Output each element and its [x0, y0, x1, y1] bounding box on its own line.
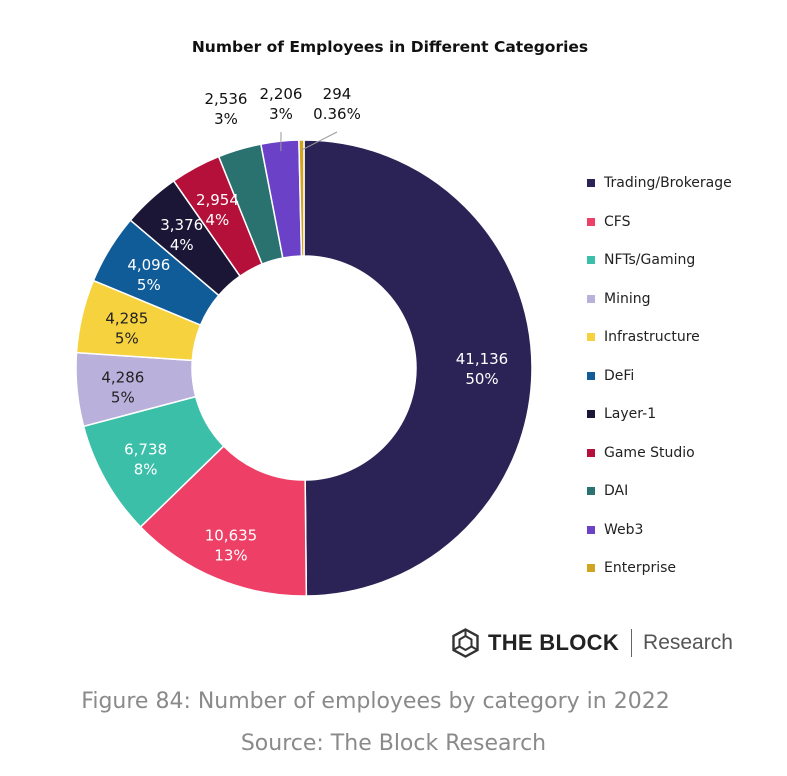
donut-chart: Number of Employees in Different Categor…	[75, 38, 588, 597]
slice-value-label: 4,096	[127, 256, 170, 274]
legend-label: Infrastructure	[604, 329, 700, 346]
slice-value-label: 2,536	[205, 90, 248, 108]
legend-item: Layer-1	[587, 395, 732, 434]
slice-label: 2,954 4%	[196, 191, 239, 229]
slice-percent-label: 0.36%	[313, 105, 361, 123]
chart-title: Number of Employees in Different Categor…	[192, 38, 588, 56]
slice-value-label: 41,136	[456, 350, 509, 368]
legend-label: DAI	[604, 483, 629, 500]
slice-value-label: 4,285	[105, 309, 148, 327]
slice-label: 4,096 5%	[127, 256, 170, 294]
legend-item: DAI	[587, 472, 732, 511]
legend-label: NFTs/Gaming	[604, 252, 696, 269]
slice-label: 294 0.36%	[313, 85, 361, 123]
brand-name: THE BLOCK	[488, 630, 620, 655]
slice-percent-label: 3%	[269, 105, 293, 123]
legend-label: Trading/Brokerage	[604, 175, 732, 192]
slice-label: 4,285 5%	[105, 309, 148, 347]
slice-percent-label: 4%	[206, 211, 230, 229]
source-caption: Source: The Block Research	[240, 731, 547, 756]
slice-percent-label: 13%	[214, 546, 247, 564]
slice-percent-label: 50%	[465, 370, 498, 388]
legend-item: CFS	[587, 203, 732, 242]
legend-label: DeFi	[604, 367, 635, 384]
slice-label: 6,738 8%	[124, 441, 167, 479]
slice-trading-brokerage	[303, 139, 533, 597]
slice-label: 2,206 3%	[260, 85, 303, 123]
legend-swatch	[587, 333, 595, 342]
legend-swatch	[587, 371, 595, 380]
legend-swatch	[587, 179, 595, 188]
slice-percent-label: 5%	[111, 388, 135, 406]
slice-percent-label: 5%	[115, 329, 139, 347]
legend-label: Web3	[604, 521, 644, 538]
slice-enterprise	[298, 139, 305, 257]
slice-percent-label: 8%	[134, 461, 158, 479]
legend-item: Web3	[587, 511, 732, 550]
slice-value-label: 6,738	[124, 441, 167, 459]
legend-item: DeFi	[587, 357, 732, 396]
legend-swatch	[587, 256, 595, 265]
brand-divider	[631, 629, 633, 657]
leader-line	[301, 131, 338, 151]
legend-label: Mining	[604, 290, 651, 307]
slice-value-label: 294	[323, 85, 352, 103]
slice-value-label: 2,206	[260, 85, 303, 103]
slice-label: 3,376 4%	[160, 216, 203, 254]
legend-swatch	[587, 294, 595, 303]
legend-label: CFS	[604, 213, 631, 230]
brand-subtitle: Research	[643, 631, 733, 654]
legend-swatch	[587, 410, 595, 419]
legend-label: Enterprise	[604, 560, 677, 577]
hexagon-cube-logo-icon	[452, 628, 479, 658]
slice-label: 2,536 3%	[205, 90, 248, 128]
slice-label: 41,136 50%	[456, 350, 509, 388]
legend-item: Trading/Brokerage	[587, 164, 732, 203]
legend-label: Game Studio	[604, 444, 695, 461]
legend-swatch	[587, 217, 595, 226]
figure-caption: Figure 84: Number of employees by catego…	[81, 689, 670, 714]
legend-item: Infrastructure	[587, 318, 732, 357]
slice-percent-label: 4%	[170, 236, 194, 254]
legend-label: Layer-1	[604, 406, 657, 423]
slice-value-label: 2,954	[196, 191, 239, 209]
legend-swatch	[587, 487, 595, 496]
legend-item: Game Studio	[587, 434, 732, 473]
slice-value-label: 10,635	[205, 526, 258, 544]
slice-value-label: 3,376	[160, 216, 203, 234]
slice-label: 4,286 5%	[101, 368, 144, 406]
legend-swatch	[587, 525, 595, 534]
legend-swatch	[587, 448, 595, 457]
legend-item: Mining	[587, 280, 732, 319]
chart-legend: Trading/Brokerage CFS NFTs/Gaming Mining Inf…	[587, 164, 732, 588]
legend-item: Enterprise	[587, 549, 732, 588]
slice-value-label: 4,286	[101, 368, 144, 386]
brand-logo: THE BLOCK Research	[452, 628, 733, 658]
slice-percent-label: 3%	[214, 110, 238, 128]
slice-label: 10,635 13%	[205, 526, 258, 564]
legend-item: NFTs/Gaming	[587, 241, 732, 280]
legend-swatch	[587, 564, 595, 573]
slice-percent-label: 5%	[137, 276, 161, 294]
